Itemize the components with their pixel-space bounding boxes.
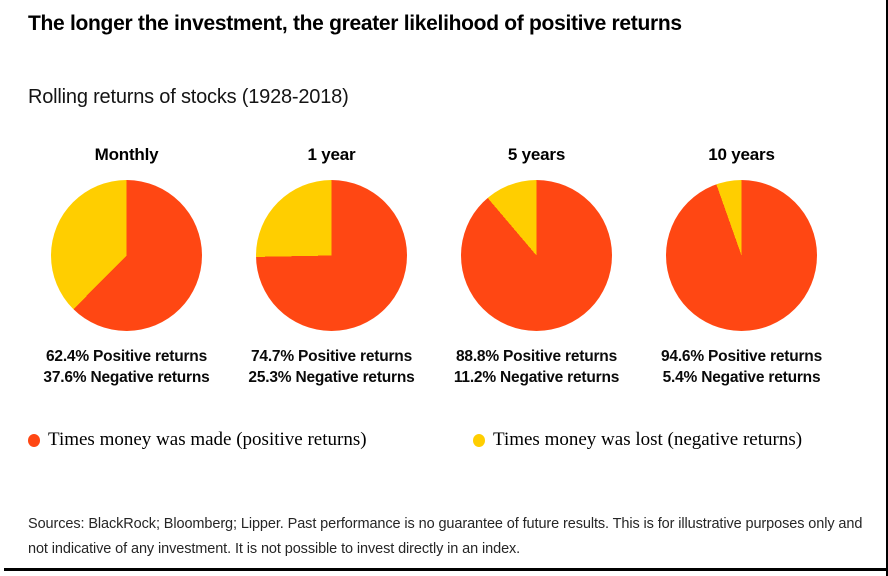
legend-item-positive: Times money was made (positive returns) [28,429,367,451]
pie-chart-10-years [666,180,817,331]
pie-charts-row: Monthly 62.4% Positive returns 37.6% Neg… [28,145,840,388]
negative-returns-value: 11.2% Negative returns [453,369,620,386]
positive-returns-dot-icon [28,433,40,447]
legend-item-negative: Times money was lost (negative returns) [473,429,802,451]
page-title: The longer the investment, the greater l… [28,12,682,35]
pie-title-10-years: 10 years [708,145,775,164]
pie-chart-1-year [256,180,407,331]
positive-returns-value: 94.6% Positive returns [660,348,822,365]
pie-title-monthly: Monthly [94,145,159,164]
legend-label-negative: Times money was lost (negative returns) [493,429,803,450]
source-disclaimer-text: Sources: BlackRock; Bloomberg; Lipper. P… [28,516,863,557]
positive-returns-value: 88.8% Positive returns [455,348,617,365]
negative-returns-value: 37.6% Negative returns [43,369,210,386]
positive-returns-value: 62.4% Positive returns [45,348,207,365]
positive-returns-value: 74.7% Positive returns [250,348,412,365]
pie-chart-5-years [461,180,612,331]
legend-label-positive: Times money was made (positive returns) [48,429,367,450]
bottom-divider [4,568,888,571]
pie-title-1-year: 1 year [307,145,356,164]
pie-chart-monthly [51,180,202,331]
negative-returns-value: 5.4% Negative returns [662,369,821,386]
pie-column-1-year: 1 year 74.7% Positive returns 25.3% Nega… [233,145,430,388]
chart-subtitle: Rolling returns of stocks (1928-2018) [28,86,349,108]
pie-column-monthly: Monthly 62.4% Positive returns 37.6% Neg… [28,145,225,388]
pie-title-5-years: 5 years [507,145,566,164]
negative-returns-dot-icon [473,433,485,447]
negative-returns-value: 25.3% Negative returns [248,369,415,386]
pie-column-10-years: 10 years 94.6% Positive returns 5.4% Neg… [643,145,840,388]
right-border [886,0,888,576]
pie-stats-5-years: 88.8% Positive returns 11.2% Negative re… [453,346,620,388]
pie-stats-1-year: 74.7% Positive returns 25.3% Negative re… [248,346,414,388]
pie-stats-monthly: 62.4% Positive returns 37.6% Negative re… [43,346,209,388]
pie-column-5-years: 5 years 88.8% Positive returns 11.2% Neg… [438,145,635,388]
pie-stats-10-years: 94.6% Positive returns 5.4% Negative ret… [661,346,822,388]
